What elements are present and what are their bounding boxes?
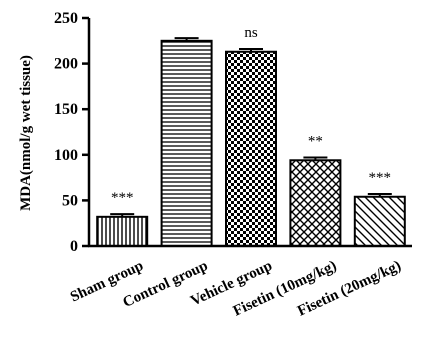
y-tick-label: 200: [54, 56, 78, 73]
bar: [160, 39, 213, 247]
significance-label: ***: [111, 190, 134, 206]
bar: [353, 195, 406, 247]
bars: [96, 37, 406, 247]
y-tick-label: 100: [54, 147, 78, 164]
y-tick-label: 250: [54, 10, 78, 27]
y-tick-label: 150: [54, 101, 78, 118]
y-tick-label: 50: [62, 192, 78, 209]
bar: [96, 215, 149, 247]
y-axis: 0 50 100 150 200 250: [54, 10, 91, 255]
annotations: ***ns*****: [111, 25, 391, 206]
bar: [225, 50, 277, 247]
bar: [289, 159, 342, 247]
significance-label: **: [308, 134, 323, 150]
significance-label: ***: [369, 170, 392, 186]
y-tick-label: 0: [70, 238, 78, 255]
significance-label: ns: [244, 25, 258, 41]
y-axis-label: MDA(nmol/g wet tissue): [18, 55, 34, 211]
